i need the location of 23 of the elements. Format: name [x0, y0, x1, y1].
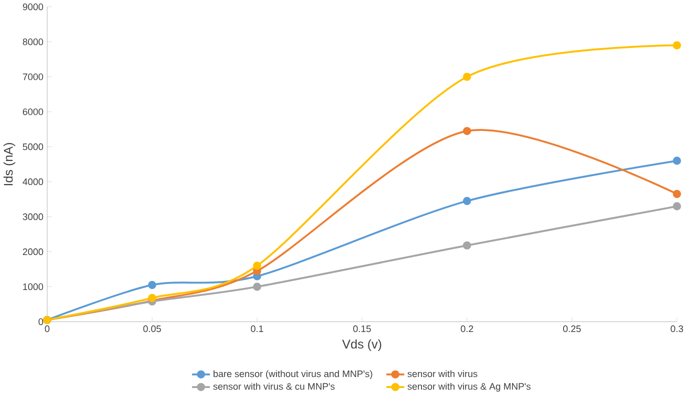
x-tick-label: 0.2	[460, 325, 474, 332]
x-tick-label: 0.3	[670, 325, 684, 332]
y-tick-label: 6000	[22, 108, 44, 115]
x-tick-label: 0	[44, 325, 50, 332]
legend-label: sensor with virus & Ag MNP's	[408, 382, 531, 392]
y-axis-title: Ids (nA)	[4, 142, 16, 185]
y-tick-label: 7000	[22, 73, 44, 80]
legend-label: sensor with virus	[408, 370, 478, 377]
y-tick-label: 0	[38, 318, 44, 325]
y-tick-label: 1000	[23, 283, 44, 290]
y-tick-label: 9000	[22, 3, 44, 10]
x-tick-label: 0.25	[563, 325, 581, 332]
y-tick-label: 3000	[22, 213, 44, 220]
y-tick-label: 4000	[22, 178, 44, 185]
x-tick-label: 0.15	[353, 325, 371, 332]
legend-label: sensor with virus & cu MNP's	[213, 382, 335, 390]
x-tick-label: 0.1	[250, 325, 264, 332]
y-tick-label: 2000	[22, 248, 44, 255]
y-tick-label: 5000	[22, 143, 44, 150]
legend-label: bare sensor (without virus and MNP's)	[214, 370, 372, 379]
x-axis-title: Vds (v)	[342, 339, 382, 351]
y-tick-label: 8000	[22, 38, 44, 45]
x-tick-label: 0.05	[143, 325, 161, 332]
